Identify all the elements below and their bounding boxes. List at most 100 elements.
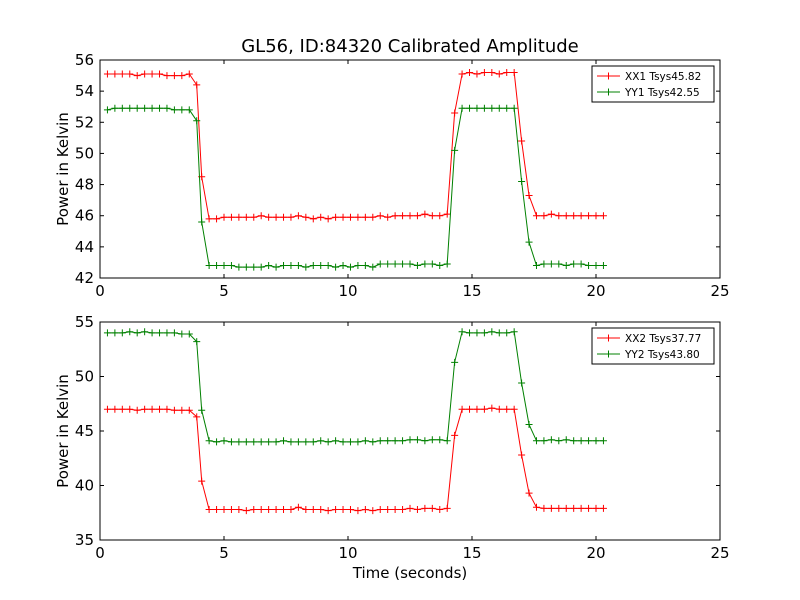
data-point-marker bbox=[466, 104, 474, 112]
plot-bottom: 0 5 10 15 20 25 35 40 45 50 55 Power in Kelvin Time … bbox=[54, 313, 730, 582]
data-point-marker bbox=[406, 504, 414, 512]
x-tick-label: 5 bbox=[219, 544, 229, 562]
y-tick-label: 40 bbox=[75, 477, 94, 495]
data-point-marker bbox=[570, 437, 578, 445]
data-point-marker bbox=[532, 212, 540, 220]
data-point-marker bbox=[436, 212, 444, 220]
data-point-marker bbox=[126, 104, 134, 112]
data-point-marker bbox=[193, 338, 201, 346]
data-point-marker bbox=[178, 72, 186, 80]
data-point-marker bbox=[302, 213, 310, 221]
data-point-marker bbox=[458, 104, 466, 112]
legend-swatch-marker bbox=[605, 334, 612, 342]
data-point-marker bbox=[503, 329, 511, 337]
data-point-marker bbox=[399, 260, 407, 268]
legend-entry-label: XX1 Tsys45.82 bbox=[625, 71, 701, 83]
y-tick-label: 52 bbox=[75, 113, 94, 131]
data-point-marker bbox=[532, 262, 540, 270]
data-point-marker bbox=[391, 437, 399, 445]
x-tick-label: 15 bbox=[462, 282, 481, 300]
data-point-marker bbox=[227, 438, 235, 446]
legend-box bbox=[591, 327, 715, 365]
data-point-marker bbox=[562, 504, 570, 512]
data-point-marker bbox=[257, 212, 265, 220]
data-point-marker bbox=[488, 404, 496, 412]
data-point-marker bbox=[170, 406, 178, 414]
data-point-marker bbox=[317, 505, 325, 513]
data-point-marker bbox=[443, 437, 451, 445]
data-point-marker bbox=[302, 263, 310, 271]
data-point-marker bbox=[406, 436, 414, 444]
data-point-marker bbox=[599, 504, 607, 512]
data-point-marker bbox=[213, 262, 221, 270]
data-point-marker bbox=[346, 438, 354, 446]
data-point-marker bbox=[213, 438, 221, 446]
data-point-marker bbox=[185, 406, 193, 414]
data-point-marker bbox=[458, 70, 466, 78]
data-point-marker bbox=[317, 213, 325, 221]
data-point-marker bbox=[118, 104, 126, 112]
y-tick-label: 42 bbox=[75, 269, 94, 287]
data-point-marker bbox=[585, 262, 593, 270]
data-point-marker bbox=[250, 438, 258, 446]
data-point-marker bbox=[547, 260, 555, 268]
data-point-marker bbox=[178, 330, 186, 338]
data-point-marker bbox=[193, 117, 201, 125]
data-point-marker bbox=[585, 504, 593, 512]
data-point-marker bbox=[287, 262, 295, 270]
data-point-marker bbox=[369, 438, 377, 446]
data-point-marker bbox=[163, 329, 171, 337]
data-point-marker bbox=[280, 505, 288, 513]
data-point-marker bbox=[346, 263, 354, 271]
data-point-marker bbox=[585, 212, 593, 220]
series-line bbox=[107, 107, 604, 268]
plot-top: GL56, ID:84320 Calibrated Amplitude 0 5 10 1… bbox=[54, 36, 730, 300]
legend-entry-label: YY1 Tsys42.55 bbox=[624, 87, 700, 99]
data-point-marker bbox=[324, 262, 332, 270]
legend-bottom: XX2 Tsys37.77 YY2 Tsys43.80 bbox=[591, 327, 715, 365]
data-point-marker bbox=[302, 438, 310, 446]
data-point-marker bbox=[148, 104, 156, 112]
data-point-marker bbox=[185, 70, 193, 78]
data-point-marker bbox=[391, 260, 399, 268]
data-point-marker bbox=[280, 213, 288, 221]
legend-top: XX1 Tsys45.82 YY1 Tsys42.55 bbox=[591, 65, 715, 103]
series-line bbox=[107, 71, 604, 220]
data-point-marker bbox=[592, 504, 600, 512]
data-point-marker bbox=[488, 104, 496, 112]
data-point-marker bbox=[443, 260, 451, 268]
data-point-marker bbox=[428, 504, 436, 512]
data-point-marker bbox=[265, 438, 273, 446]
data-point-marker bbox=[118, 329, 126, 337]
data-point-marker bbox=[599, 262, 607, 270]
data-point-marker bbox=[376, 212, 384, 220]
data-point-marker bbox=[577, 212, 585, 220]
data-point-marker bbox=[302, 505, 310, 513]
data-point-marker bbox=[339, 438, 347, 446]
data-point-marker bbox=[599, 212, 607, 220]
data-point-marker bbox=[332, 437, 340, 445]
data-point-marker bbox=[205, 215, 213, 223]
data-point-marker bbox=[503, 104, 511, 112]
data-point-marker bbox=[324, 438, 332, 446]
data-point-marker bbox=[480, 104, 488, 112]
data-point-marker bbox=[592, 262, 600, 270]
data-point-marker bbox=[480, 329, 488, 337]
data-point-marker bbox=[421, 437, 429, 445]
data-point-marker bbox=[265, 213, 273, 221]
data-point-marker bbox=[354, 438, 362, 446]
data-point-marker bbox=[346, 213, 354, 221]
y-tick-label: 35 bbox=[75, 531, 94, 549]
data-point-marker bbox=[518, 379, 526, 387]
data-point-marker bbox=[361, 213, 369, 221]
data-point-marker bbox=[413, 262, 421, 270]
data-point-marker bbox=[510, 328, 518, 336]
y-tick-label: 56 bbox=[75, 51, 94, 69]
data-point-marker bbox=[599, 437, 607, 445]
x-axis-label: Time (seconds) bbox=[352, 564, 468, 582]
data-point-marker bbox=[451, 146, 459, 154]
data-point-marker bbox=[428, 260, 436, 268]
data-point-marker bbox=[294, 212, 302, 220]
data-point-marker bbox=[141, 328, 149, 336]
series-yy1 bbox=[103, 104, 607, 271]
